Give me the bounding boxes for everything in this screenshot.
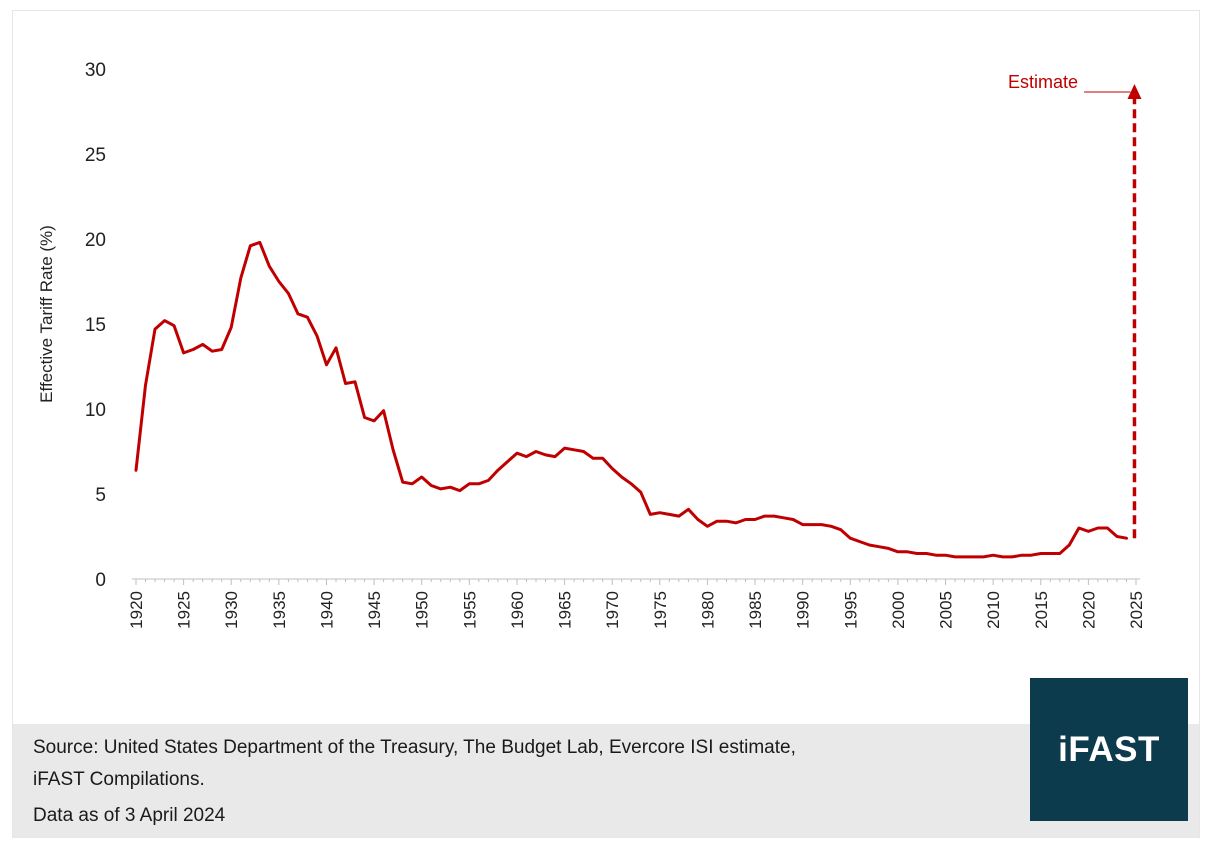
x-tick-label: 2020 [1079, 591, 1098, 629]
x-tick-label: 1935 [270, 591, 289, 629]
y-tick-label: 25 [85, 145, 106, 166]
y-tick-label: 0 [95, 570, 106, 591]
y-tick-label: 5 [95, 485, 106, 506]
x-tick-label: 1960 [508, 591, 527, 629]
x-tick-label: 1950 [413, 591, 432, 629]
ifast-logo: iFAST [1030, 678, 1188, 821]
y-tick-label: 30 [85, 60, 106, 81]
x-tick-label: 1990 [794, 591, 813, 629]
x-tick-label: 2025 [1127, 591, 1146, 629]
x-tick-label: 1930 [222, 591, 241, 629]
x-tick-label: 1975 [651, 591, 670, 629]
source-text-line-2: iFAST Compilations. [33, 769, 205, 790]
x-tick-label: 1995 [841, 591, 860, 629]
x-tick-label: 1970 [603, 591, 622, 629]
x-tick-label: 2015 [1032, 591, 1051, 629]
chart-frame [12, 10, 1200, 838]
x-tick-label: 1965 [556, 591, 575, 629]
x-tick-label: 2000 [889, 591, 908, 629]
source-text-line-1: Source: United States Department of the … [33, 737, 796, 758]
x-tick-label: 1980 [698, 591, 717, 629]
y-tick-label: 15 [85, 315, 106, 336]
logo-text: iFAST [1058, 729, 1160, 769]
y-tick-label: 20 [85, 230, 106, 251]
y-axis-label: Effective Tariff Rate (%) [37, 225, 56, 403]
x-tick-label: 1920 [127, 591, 146, 629]
tariff-rate-series-line [134, 240, 1128, 559]
x-tick-label: 1925 [175, 591, 194, 629]
x-tick-label: 1940 [317, 591, 336, 629]
y-tick-label: 10 [85, 400, 106, 421]
x-tick-label: 2010 [984, 591, 1003, 629]
source-footer: Source: United States Department of the … [13, 724, 1199, 837]
data-date-text: Data as of 3 April 2024 [33, 805, 226, 826]
estimate-label: Estimate [1008, 72, 1078, 92]
x-tick-label: 1985 [746, 591, 765, 629]
x-tick-label: 1945 [365, 591, 384, 629]
estimate-arrow-head [1127, 84, 1142, 99]
x-tick-label: 2005 [937, 591, 956, 629]
x-tick-label: 1955 [460, 591, 479, 629]
